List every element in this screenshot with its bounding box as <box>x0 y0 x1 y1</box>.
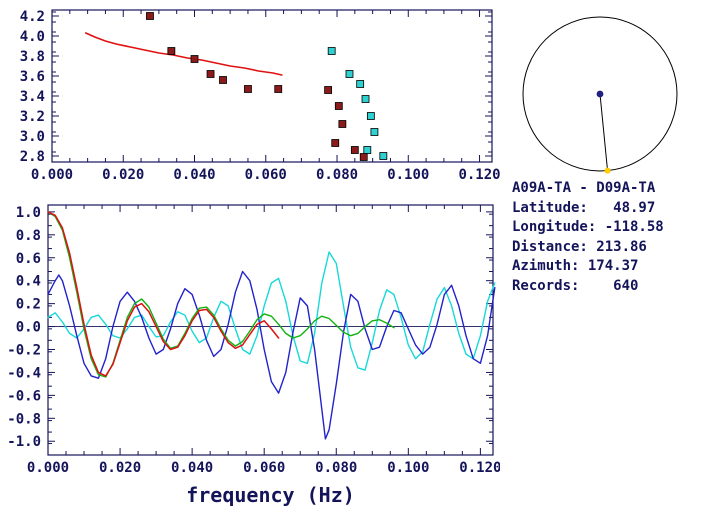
svg-text:-0.4: -0.4 <box>7 365 41 381</box>
svg-text:0.020: 0.020 <box>99 460 141 476</box>
svg-text:0.020: 0.020 <box>102 167 144 183</box>
station-info-panel: A09A-TA - D09A-TA Latitude: 48.97 Longit… <box>512 179 664 296</box>
svg-text:0.8: 0.8 <box>16 228 41 244</box>
svg-text:0.120: 0.120 <box>459 460 500 476</box>
dispersion-chart[interactable]: 0.000 0.020 0.040 0.060 0.080 0.100 0.120 2.8 3.… <box>0 0 500 194</box>
svg-text:-1.0: -1.0 <box>7 434 41 450</box>
svg-text:0.060: 0.060 <box>245 167 287 183</box>
station-pair-title: A09A-TA - D09A-TA <box>512 180 656 196</box>
svg-text:-0.8: -0.8 <box>7 411 41 427</box>
svg-text:frequency (Hz): frequency (Hz) <box>186 483 355 507</box>
records-line: Records: 640 <box>512 277 639 294</box>
svg-text:0.040: 0.040 <box>173 167 215 183</box>
svg-text:4.0: 4.0 <box>20 29 45 45</box>
svg-text:0.080: 0.080 <box>315 460 357 476</box>
svg-text:0.2: 0.2 <box>16 297 41 313</box>
correlation-spectra-chart[interactable]: 0.000 0.020 0.040 0.060 0.080 0.100 0.120 -1.0 -… <box>0 194 500 519</box>
latitude-line: Latitude: 48.97 <box>512 199 656 216</box>
svg-text:0.4: 0.4 <box>16 274 41 290</box>
svg-text:0.6: 0.6 <box>16 251 41 267</box>
svg-text:4.2: 4.2 <box>20 9 45 25</box>
svg-text:3.4: 3.4 <box>20 89 45 105</box>
svg-text:0.040: 0.040 <box>171 460 213 476</box>
svg-text:1.0: 1.0 <box>16 205 41 221</box>
svg-text:0.100: 0.100 <box>387 460 429 476</box>
svg-text:0.120: 0.120 <box>458 167 500 183</box>
longitude-line: Longitude: -118.58 <box>512 219 664 235</box>
svg-text:0.100: 0.100 <box>387 167 429 183</box>
svg-text:3.2: 3.2 <box>20 109 45 125</box>
azimuth-circle-diagram <box>522 16 678 174</box>
svg-text:0.0: 0.0 <box>16 320 41 336</box>
svg-text:3.8: 3.8 <box>20 49 45 65</box>
svg-text:0.080: 0.080 <box>316 167 358 183</box>
distance-line: Distance: 213.86 <box>512 238 647 255</box>
svg-text:3.6: 3.6 <box>20 69 45 85</box>
svg-text:0.000: 0.000 <box>27 460 69 476</box>
svg-text:2.8: 2.8 <box>20 149 45 165</box>
svg-text:0.000: 0.000 <box>31 167 73 183</box>
svg-text:0.060: 0.060 <box>243 460 285 476</box>
svg-text:-0.2: -0.2 <box>7 342 41 358</box>
azimuth-line: Azimuth: 174.37 <box>512 258 639 274</box>
svg-text:3.0: 3.0 <box>20 129 45 145</box>
svg-text:-0.6: -0.6 <box>7 388 41 404</box>
